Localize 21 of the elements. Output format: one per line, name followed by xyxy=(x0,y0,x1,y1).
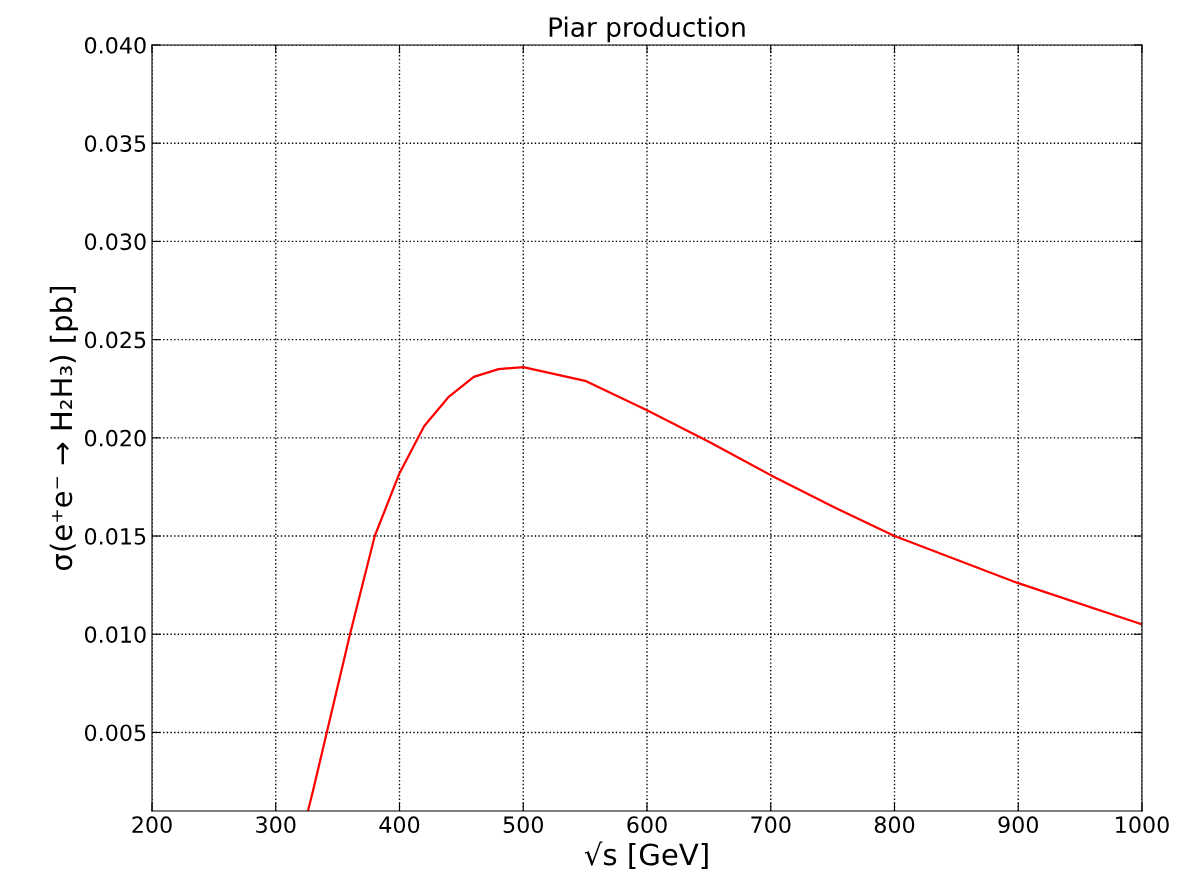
y-tick-label: 0.035 xyxy=(84,135,146,152)
x-tick-label: 900 xyxy=(998,816,1038,834)
y-tick-label: 0.025 xyxy=(84,331,146,349)
x-tick-label: 500 xyxy=(503,816,543,834)
y-tick-label: 0.010 xyxy=(84,626,146,643)
y-tick-label: 0.015 xyxy=(84,527,146,545)
x-tick-label: 300 xyxy=(256,816,296,834)
y-tick-label: 0.005 xyxy=(84,724,146,742)
x-axis-title: √s [GeV] xyxy=(584,841,708,869)
y-tick-label: 0.030 xyxy=(84,233,146,251)
chart-title: Piar production xyxy=(549,16,745,43)
y-tick-label: 0.020 xyxy=(84,429,146,447)
x-tick-label: 400 xyxy=(379,816,420,834)
x-tick-label: 800 xyxy=(874,816,915,834)
x-tick-label: 200 xyxy=(132,816,172,834)
x-tick-label: 700 xyxy=(751,816,791,834)
line-series xyxy=(306,366,1142,811)
y-tick-label: 0.040 xyxy=(84,36,146,54)
y-axis-title: σ(e⁺e⁻ → H₂H₃) [pb] xyxy=(49,286,78,570)
x-tick-label: 1000 xyxy=(1116,816,1169,834)
x-tick-label: 600 xyxy=(627,816,667,834)
